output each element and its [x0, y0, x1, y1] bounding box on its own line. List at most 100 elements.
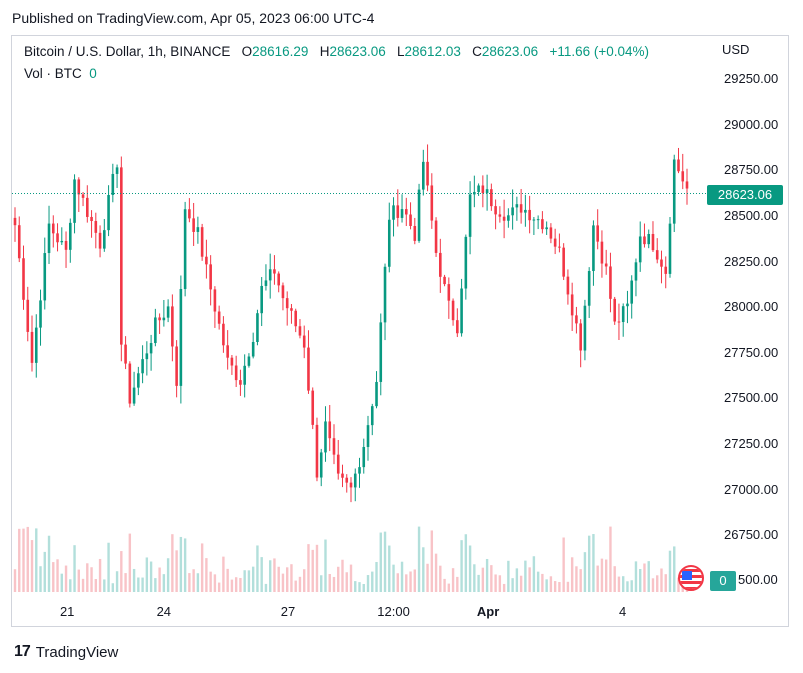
volume-bar: [553, 581, 557, 592]
volume-bar: [430, 530, 434, 592]
candle-body: [400, 209, 404, 218]
volume-bar: [26, 526, 29, 592]
candle-body: [651, 233, 655, 251]
candle-body: [677, 159, 680, 172]
candle-body: [562, 247, 565, 277]
volume-bar: [349, 564, 353, 592]
time-tick-label: 12:00: [377, 604, 410, 619]
candle-body: [604, 263, 608, 267]
volume-bar: [230, 579, 234, 592]
candle-body: [234, 365, 238, 381]
legend-high-label: H: [319, 44, 330, 59]
volume-bar: [451, 568, 455, 592]
candle-body: [90, 216, 93, 222]
volume-bar: [337, 566, 340, 592]
legend-open-label: O: [241, 44, 253, 59]
volume-bar: [179, 536, 183, 592]
candle-body: [345, 477, 349, 483]
candle-body: [205, 256, 208, 265]
candle-body: [171, 306, 174, 347]
last-price-badge: 28623.06: [707, 185, 783, 205]
candle-body: [56, 233, 59, 243]
candle-body: [532, 219, 536, 221]
candle-body: [273, 269, 276, 274]
volume-bar: [286, 567, 289, 592]
volume-bar: [587, 535, 591, 592]
volume-bar: [192, 569, 195, 592]
volume-bar: [460, 540, 463, 592]
candle-body: [328, 421, 332, 439]
volume-bar: [579, 569, 582, 592]
candle-body: [443, 276, 446, 285]
volume-bar: [677, 577, 680, 592]
candle-body: [302, 335, 306, 348]
candle-body: [477, 185, 480, 192]
legend-close-label: C: [472, 44, 482, 59]
candle-body: [213, 289, 217, 312]
volume-bar: [656, 575, 659, 592]
candle-body: [387, 219, 391, 267]
chart-frame[interactable]: [11, 35, 789, 627]
volume-bar: [166, 558, 170, 592]
candle-body: [460, 288, 463, 334]
candle-body: [294, 310, 298, 327]
volume-bar: [592, 534, 595, 592]
time-tick-label: 21: [59, 604, 75, 619]
candle-body: [494, 206, 497, 215]
candle-body: [634, 262, 638, 281]
candle-body: [30, 331, 34, 363]
candle-body: [379, 322, 383, 382]
volume-bar: [409, 571, 412, 592]
candle-body: [617, 321, 621, 323]
volume-bar: [660, 568, 663, 592]
volume-bar: [490, 565, 493, 592]
volume-bar: [162, 574, 166, 592]
volume-bar: [519, 575, 523, 592]
price-tick-label: 27000.00: [724, 481, 779, 497]
candle-body: [353, 473, 357, 488]
tradingview-brand[interactable]: 17 TradingView: [14, 643, 118, 661]
candle-body: [154, 317, 157, 344]
volume-bar: [264, 583, 268, 592]
candle-body: [434, 220, 438, 253]
candle-body: [660, 259, 663, 267]
candle-body: [260, 285, 263, 314]
candle-body: [26, 299, 30, 332]
candle-body: [579, 323, 582, 351]
volume-bar: [507, 560, 510, 592]
volume-bar: [315, 544, 319, 592]
volume-bar: [56, 559, 59, 592]
volume-bar: [234, 577, 238, 592]
volume-bar: [626, 581, 629, 592]
candle-body: [545, 227, 548, 230]
volume-bar: [256, 545, 259, 592]
volume-bar: [43, 551, 46, 592]
volume-bar: [600, 558, 604, 592]
volume-bar: [247, 570, 251, 592]
candle-body: [285, 298, 289, 309]
legend-close-value: 28623.06: [481, 44, 539, 59]
volume-bar: [609, 526, 612, 592]
candle-body: [247, 356, 251, 366]
volume-bar: [209, 571, 212, 592]
volume-bar: [175, 550, 178, 592]
candle-body: [128, 363, 132, 404]
volume-bar: [558, 582, 561, 592]
candle-body: [39, 300, 42, 328]
candle-body: [541, 219, 544, 230]
us-flag-icon[interactable]: [678, 565, 704, 591]
currency-label[interactable]: USD: [722, 42, 750, 57]
candle-body: [13, 217, 17, 226]
price-chart[interactable]: [12, 36, 707, 596]
volume-bar: [494, 574, 497, 592]
volume-bar: [647, 561, 650, 592]
candle-body: [349, 482, 353, 488]
candle-body: [596, 225, 599, 242]
volume-bar: [18, 528, 21, 592]
volume-bar: [528, 567, 531, 592]
volume-bar: [562, 537, 565, 592]
candle-body: [609, 266, 612, 299]
volume-bar: [358, 582, 361, 592]
candle-body: [621, 306, 625, 323]
volume-bar: [307, 544, 310, 592]
